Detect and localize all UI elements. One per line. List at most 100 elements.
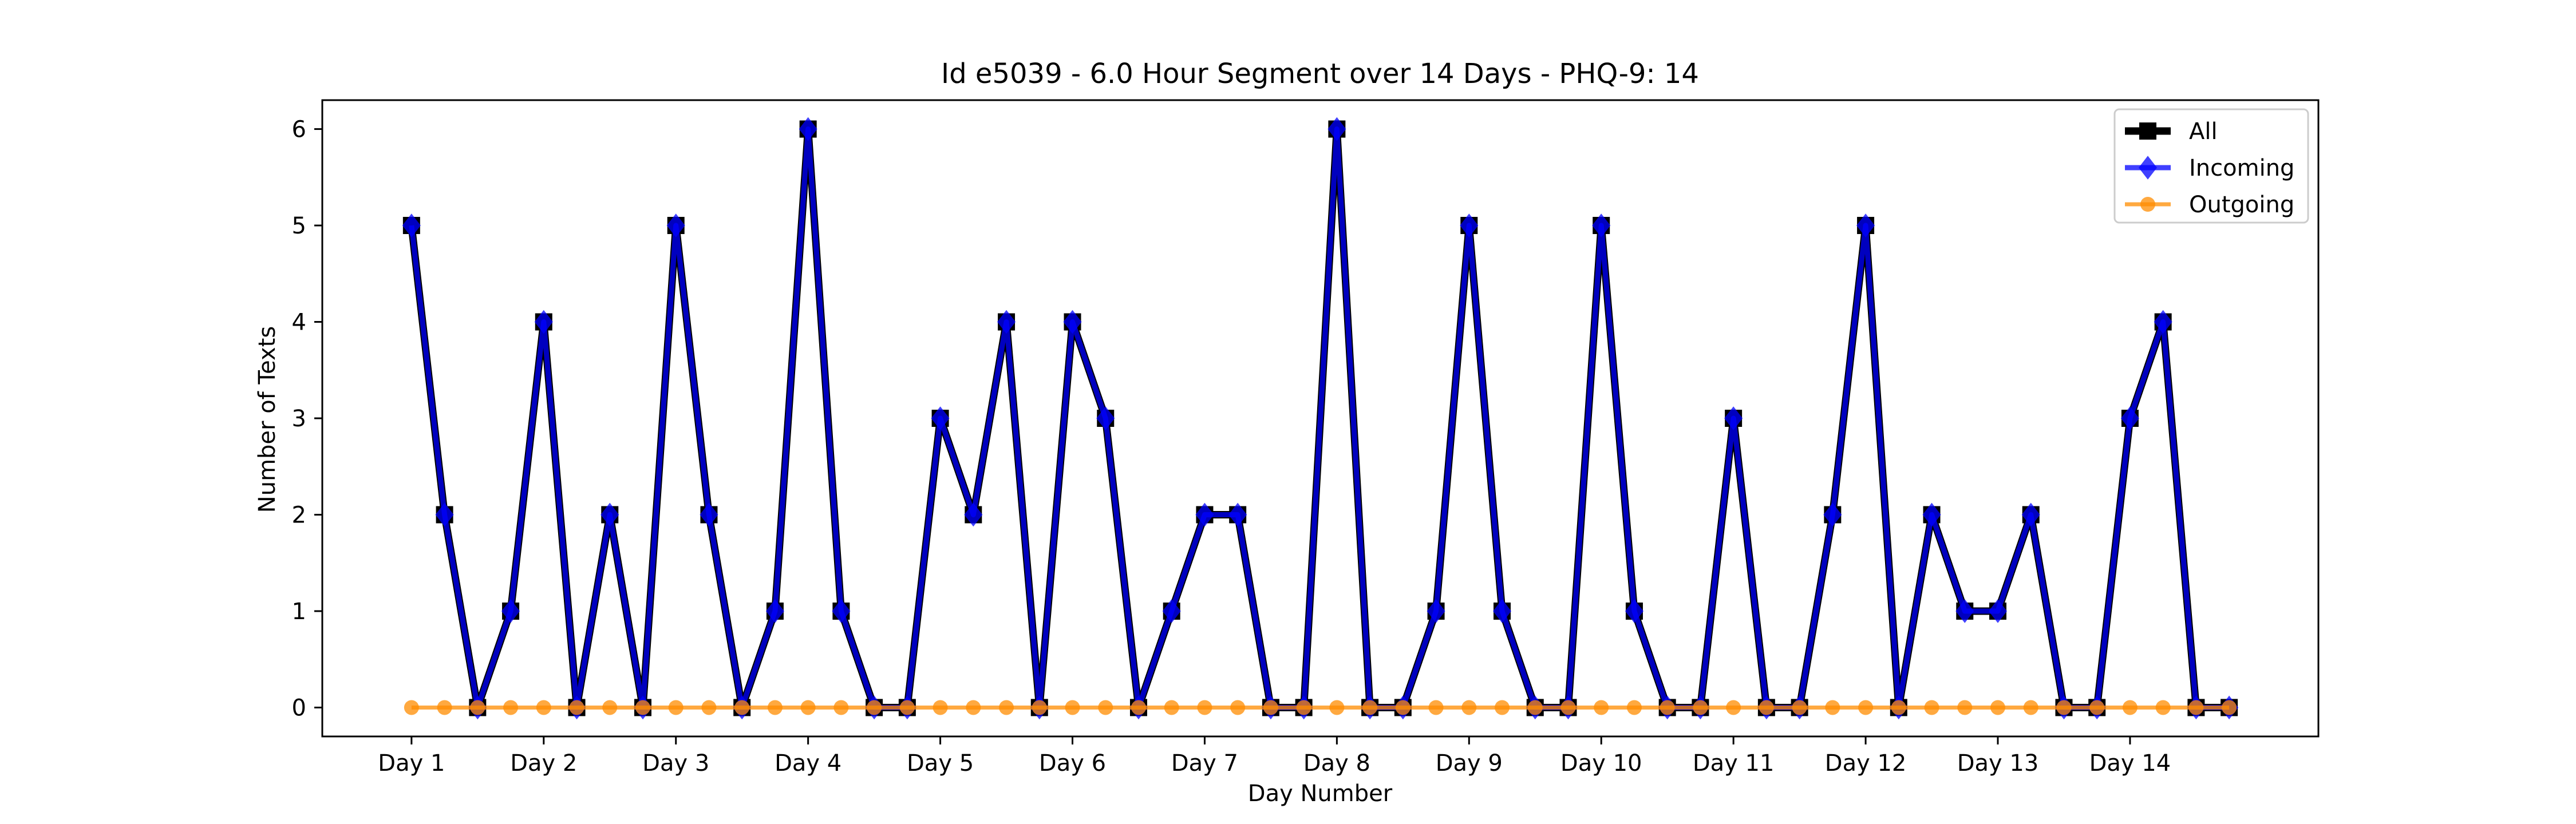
legend-entry: All	[2125, 118, 2218, 145]
data-point-outgoing	[1164, 700, 1179, 715]
data-point-incoming	[1327, 117, 1346, 141]
data-point-incoming	[700, 502, 718, 527]
y-tick-label: 2	[292, 502, 306, 528]
data-point-outgoing	[1461, 700, 1477, 715]
plot-area	[402, 117, 2239, 720]
data-point-incoming	[1493, 599, 1512, 623]
data-point-incoming	[1195, 502, 1214, 527]
data-point-outgoing	[1296, 700, 1311, 715]
data-point-outgoing	[602, 700, 618, 715]
data-point-incoming	[799, 117, 817, 141]
data-point-outgoing	[1957, 700, 1973, 715]
data-point-outgoing	[2089, 700, 2105, 715]
data-point-outgoing	[1594, 700, 1609, 715]
y-tick-label: 4	[292, 310, 306, 336]
data-point-outgoing	[2023, 700, 2038, 715]
data-point-outgoing	[1495, 700, 1510, 715]
data-point-outgoing	[1626, 700, 1642, 715]
data-point-outgoing	[1395, 700, 1411, 715]
data-point-outgoing	[1858, 700, 1874, 715]
y-axis: 0 1 2 3 4 5 6	[292, 117, 322, 721]
data-point-incoming	[1955, 599, 1974, 623]
x-tick-label: Day 5	[907, 750, 974, 777]
data-point-incoming	[1989, 599, 2008, 623]
data-point-outgoing	[1329, 700, 1345, 715]
data-point-outgoing	[2188, 700, 2204, 715]
data-point-outgoing	[2122, 700, 2138, 715]
data-point-incoming	[1228, 502, 1247, 527]
data-point-outgoing	[867, 700, 882, 715]
chart-title: Id e5039 - 6.0 Hour Segment over 14 Days…	[941, 58, 1699, 90]
data-point-incoming	[931, 406, 950, 430]
data-point-outgoing	[1825, 700, 1840, 715]
data-point-outgoing	[2056, 700, 2072, 715]
legend-label: All	[2189, 118, 2218, 145]
legend-entry: Incoming	[2125, 155, 2294, 181]
x-tick-label: Day 11	[1693, 750, 1775, 777]
x-axis-label: Day Number	[1248, 781, 1393, 807]
data-point-outgoing	[536, 700, 551, 715]
data-point-outgoing	[966, 700, 981, 715]
data-point-outgoing	[1263, 700, 1278, 715]
x-tick-label: Day 2	[510, 750, 577, 777]
series-line-incoming	[409, 126, 2230, 710]
data-point-outgoing	[899, 700, 915, 715]
data-point-incoming	[1096, 406, 1115, 430]
y-tick-label: 3	[292, 406, 306, 432]
data-point-outgoing	[1230, 700, 1246, 715]
data-point-outgoing	[503, 700, 519, 715]
data-point-incoming	[1625, 599, 1643, 623]
data-point-outgoing	[701, 700, 717, 715]
data-point-incoming	[666, 213, 685, 237]
data-point-incoming	[534, 310, 553, 334]
x-axis: Day 1 Day 2 Day 3 Day 4 Day 5 Day 6 Day 7 Day 8…	[378, 736, 2171, 777]
data-point-outgoing	[1660, 700, 1675, 715]
data-point-incoming	[2154, 310, 2172, 334]
legend: All Incoming Outgoing	[2113, 108, 2309, 224]
data-point-outgoing	[1726, 700, 1741, 715]
data-point-incoming	[2120, 406, 2139, 430]
y-tick-label: 5	[292, 213, 306, 239]
data-point-incoming	[501, 599, 520, 623]
data-point-outgoing	[1098, 700, 1113, 715]
data-point-outgoing	[1891, 700, 1906, 715]
data-point-incoming	[402, 213, 421, 237]
data-point-outgoing	[1131, 700, 1146, 715]
data-point-outgoing	[404, 700, 419, 715]
data-point-outgoing	[1032, 700, 1047, 715]
y-tick-label: 1	[292, 599, 306, 625]
data-point-outgoing	[1065, 700, 1080, 715]
x-tick-label: Day 3	[642, 750, 709, 777]
data-point-outgoing	[1560, 700, 1576, 715]
series-outgoing	[404, 700, 2237, 715]
data-point-outgoing	[1527, 700, 1543, 715]
data-point-outgoing	[470, 700, 485, 715]
x-tick-label: Day 12	[1825, 750, 1907, 777]
data-point-incoming	[1063, 310, 1082, 334]
data-point-incoming	[1427, 599, 1445, 623]
x-tick-label: Day 8	[1303, 750, 1370, 777]
data-point-outgoing	[833, 700, 849, 715]
data-point-outgoing	[800, 700, 816, 715]
data-point-outgoing	[1990, 700, 2006, 715]
data-point-outgoing	[1693, 700, 1708, 715]
data-point-incoming	[1823, 502, 1842, 527]
data-point-outgoing	[569, 700, 584, 715]
data-point-outgoing	[2222, 700, 2237, 715]
legend-swatch-marker	[2139, 156, 2157, 180]
data-point-outgoing	[635, 700, 650, 715]
data-point-outgoing	[1197, 700, 1212, 715]
x-tick-label: Day 13	[1957, 750, 2039, 777]
legend-label: Outgoing	[2189, 192, 2294, 218]
data-point-outgoing	[1924, 700, 1939, 715]
x-tick-label: Day 9	[1436, 750, 1503, 777]
legend-label: Incoming	[2189, 155, 2294, 181]
data-point-incoming	[765, 599, 784, 623]
legend-swatch-marker	[2139, 122, 2156, 140]
data-point-incoming	[1162, 599, 1181, 623]
y-axis-label: Number of Texts	[254, 326, 280, 513]
data-point-outgoing	[437, 700, 452, 715]
x-tick-label: Day 7	[1171, 750, 1238, 777]
data-point-incoming	[997, 310, 1016, 334]
